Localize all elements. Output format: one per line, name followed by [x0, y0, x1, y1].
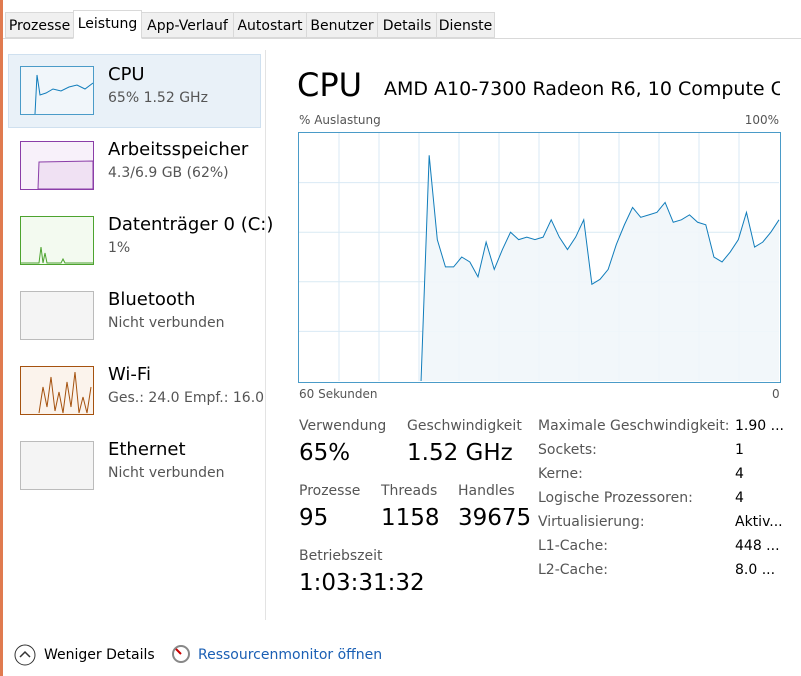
wifi-thumb[interactable]: [20, 366, 94, 415]
tab[interactable]: Dienste: [436, 12, 495, 38]
disk-thumb[interactable]: [20, 216, 94, 265]
tab[interactable]: Benutzer: [306, 12, 378, 38]
item-detail: 65% 1.52 GHz: [108, 90, 208, 106]
thumb-graph: [21, 246, 93, 264]
stat-label: Betriebszeit: [299, 548, 383, 564]
detail-key: Logische Prozessoren:: [538, 490, 693, 506]
detail-key: Kerne:: [538, 466, 583, 482]
item-name[interactable]: Ethernet: [108, 439, 186, 460]
stat-label: Verwendung: [299, 418, 387, 434]
detail-value: 1: [735, 442, 744, 458]
item-name[interactable]: Datenträger 0 (C:): [108, 214, 274, 235]
cpu-line: [420, 155, 780, 382]
cpu-area: [421, 155, 779, 381]
tab[interactable]: App-Verlauf: [141, 12, 234, 38]
memory-thumb[interactable]: [20, 141, 94, 190]
detail-value: Aktiv...: [735, 514, 783, 530]
collapse-icon[interactable]: [13, 643, 37, 667]
cpu-model: AMD A10-7300 Radeon R6, 10 Compute Co...: [384, 78, 780, 100]
stat-value: 1:03:31:32: [299, 570, 425, 596]
divider: [265, 50, 266, 620]
tab-border: [3, 38, 801, 39]
item-name[interactable]: Wi-Fi: [108, 364, 151, 385]
item-name[interactable]: Bluetooth: [108, 289, 196, 310]
tab[interactable]: Prozesse: [5, 12, 74, 38]
thumb-graph: [34, 74, 94, 115]
item-detail: Ges.: 24.0 Empf.: 16.0 K: [108, 390, 265, 406]
ethernet-thumb[interactable]: [20, 441, 94, 490]
y-label: % Auslastung: [299, 113, 381, 127]
detail-key: L2-Cache:: [538, 562, 609, 578]
cpu-thumb[interactable]: [20, 66, 94, 115]
title: CPU: [297, 66, 363, 104]
max-label: 100%: [744, 113, 779, 127]
stat-value: 1.52 GHz: [407, 440, 513, 466]
stat-value: 39675: [458, 505, 532, 531]
less-details[interactable]: Weniger Details: [44, 647, 155, 663]
cpu-graph: [298, 132, 781, 383]
detail-key: Sockets:: [538, 442, 597, 458]
thumb-graph: [38, 371, 92, 414]
item-detail: 1%: [108, 240, 131, 256]
detail-value: 448 ...: [735, 538, 780, 554]
detail-key: Virtualisierung:: [538, 514, 645, 530]
stat-value: 1158: [381, 505, 440, 531]
tab[interactable]: Details: [377, 12, 437, 38]
detail-value: 4: [735, 466, 744, 482]
graph-border: [298, 132, 781, 383]
stat-value: 65%: [299, 440, 351, 466]
item-name[interactable]: CPU: [108, 64, 145, 85]
bluetooth-thumb[interactable]: [20, 291, 94, 340]
x-left-label: 60 Sekunden: [299, 387, 378, 401]
item-detail: 4.3/6.9 GB (62%): [108, 165, 229, 181]
stat-label: Prozesse: [299, 483, 361, 499]
tab[interactable]: Leistung: [73, 10, 142, 39]
window-edge: [0, 0, 3, 676]
item-detail: Nicht verbunden: [108, 465, 225, 481]
item-detail: Nicht verbunden: [108, 315, 225, 331]
detail-key: L1-Cache:: [538, 538, 609, 554]
detail-value: 4: [735, 490, 744, 506]
stat-label: Handles: [458, 483, 515, 499]
monitor-icon: [172, 645, 190, 663]
stat-label: Geschwindigkeit: [407, 418, 522, 434]
detail-key: Maximale Geschwindigkeit:: [538, 418, 730, 434]
thumb-graph: [37, 160, 94, 190]
tab[interactable]: Autostart: [233, 12, 307, 38]
item-name[interactable]: Arbeitsspeicher: [108, 139, 249, 160]
x-right-label: 0: [772, 387, 780, 401]
resource-monitor-link[interactable]: Ressourcenmonitor öffnen: [198, 647, 383, 663]
detail-value: 1.90 ...: [735, 418, 784, 434]
detail-value: 8.0 ...: [735, 562, 776, 578]
stat-label: Threads: [381, 483, 438, 499]
stat-value: 95: [299, 505, 329, 531]
